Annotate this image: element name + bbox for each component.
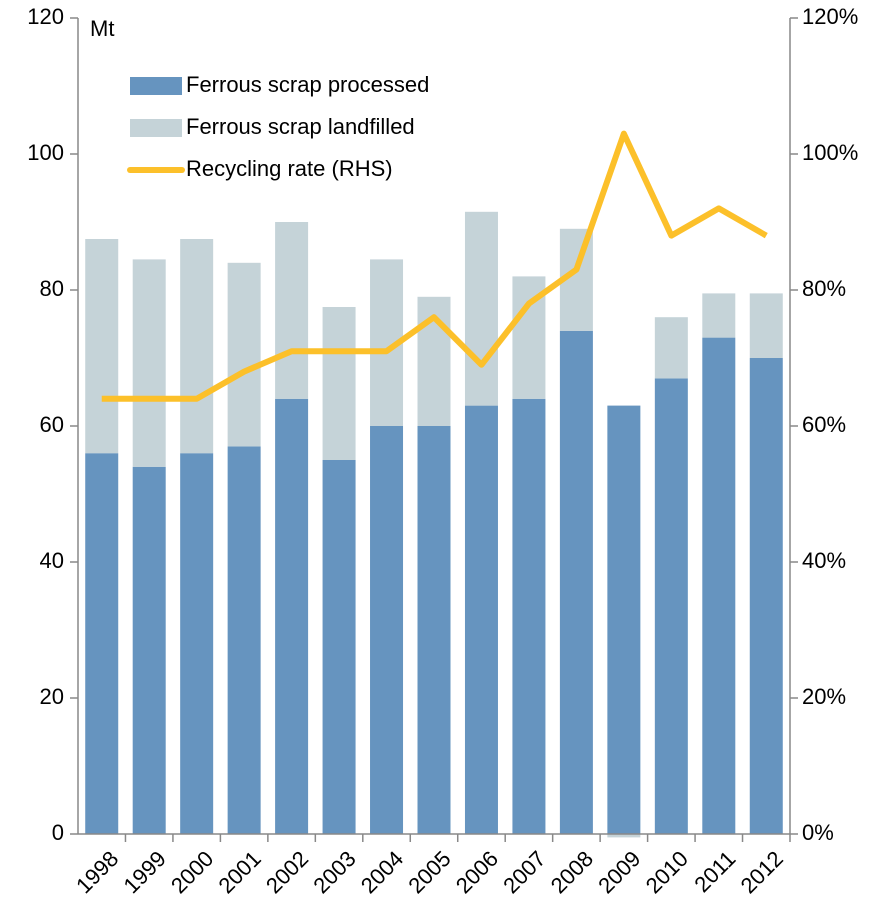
bar [559, 330, 593, 834]
y-tick-label: 100 [27, 140, 64, 165]
y2-tick-label: 40% [802, 548, 846, 573]
x-tick-label: 2003 [308, 846, 360, 898]
y2-tick-label: 0% [802, 820, 834, 845]
legend-label: Recycling rate (RHS) [186, 156, 393, 181]
bar [654, 317, 688, 379]
bar [322, 460, 356, 834]
bar [275, 222, 309, 399]
bar [227, 446, 261, 834]
bar [464, 211, 498, 406]
line [101, 130, 768, 402]
x-tick-label: 2006 [451, 846, 503, 898]
bar [607, 405, 641, 834]
bar [702, 293, 736, 338]
bar [464, 405, 498, 834]
y2-tick-label: 20% [802, 684, 846, 709]
x-tick-label: 2012 [736, 846, 788, 898]
bar [180, 239, 214, 454]
x-tick-label: 2005 [403, 846, 455, 898]
x-tick-label: 2001 [213, 846, 265, 898]
x-tick-label: 2009 [593, 846, 645, 898]
x-tick-label: 1999 [119, 846, 171, 898]
bar [654, 378, 688, 834]
y-tick-label: 80 [40, 276, 64, 301]
y2-tick-label: 120% [802, 4, 858, 29]
x-tick-label: 2011 [689, 846, 740, 897]
bar [132, 259, 166, 467]
bar [749, 358, 783, 834]
bar [417, 426, 451, 834]
bar [702, 337, 736, 834]
legend-label: Ferrous scrap processed [186, 72, 429, 97]
bar [322, 307, 356, 460]
y-tick-label: 40 [40, 548, 64, 573]
bar [132, 466, 166, 834]
x-tick-label: 2000 [166, 846, 218, 898]
y2-tick-label: 80% [802, 276, 846, 301]
x-tick-label: 2010 [641, 846, 693, 898]
bar [749, 293, 783, 358]
x-tick-label: 2002 [261, 846, 313, 898]
bar [227, 262, 261, 447]
bar [275, 398, 309, 834]
bar [607, 834, 641, 838]
bar [512, 398, 546, 834]
x-tick-label: 1998 [71, 846, 123, 898]
y-tick-label: 120 [27, 4, 64, 29]
bar [85, 453, 119, 834]
y2-tick-label: 100% [802, 140, 858, 165]
bar [370, 426, 404, 834]
bar [180, 453, 214, 834]
legend-swatch [130, 77, 182, 95]
x-tick-label: 2008 [546, 846, 598, 898]
x-tick-label: 2004 [356, 846, 408, 898]
y-tick-label: 20 [40, 684, 64, 709]
y-axis-label: Mt [90, 16, 114, 41]
legend-label: Ferrous scrap landfilled [186, 114, 415, 139]
y-tick-label: 0 [52, 820, 64, 845]
y-tick-label: 60 [40, 412, 64, 437]
y2-tick-label: 60% [802, 412, 846, 437]
legend-swatch [130, 119, 182, 137]
bar [85, 239, 119, 454]
x-tick-label: 2007 [498, 846, 550, 898]
